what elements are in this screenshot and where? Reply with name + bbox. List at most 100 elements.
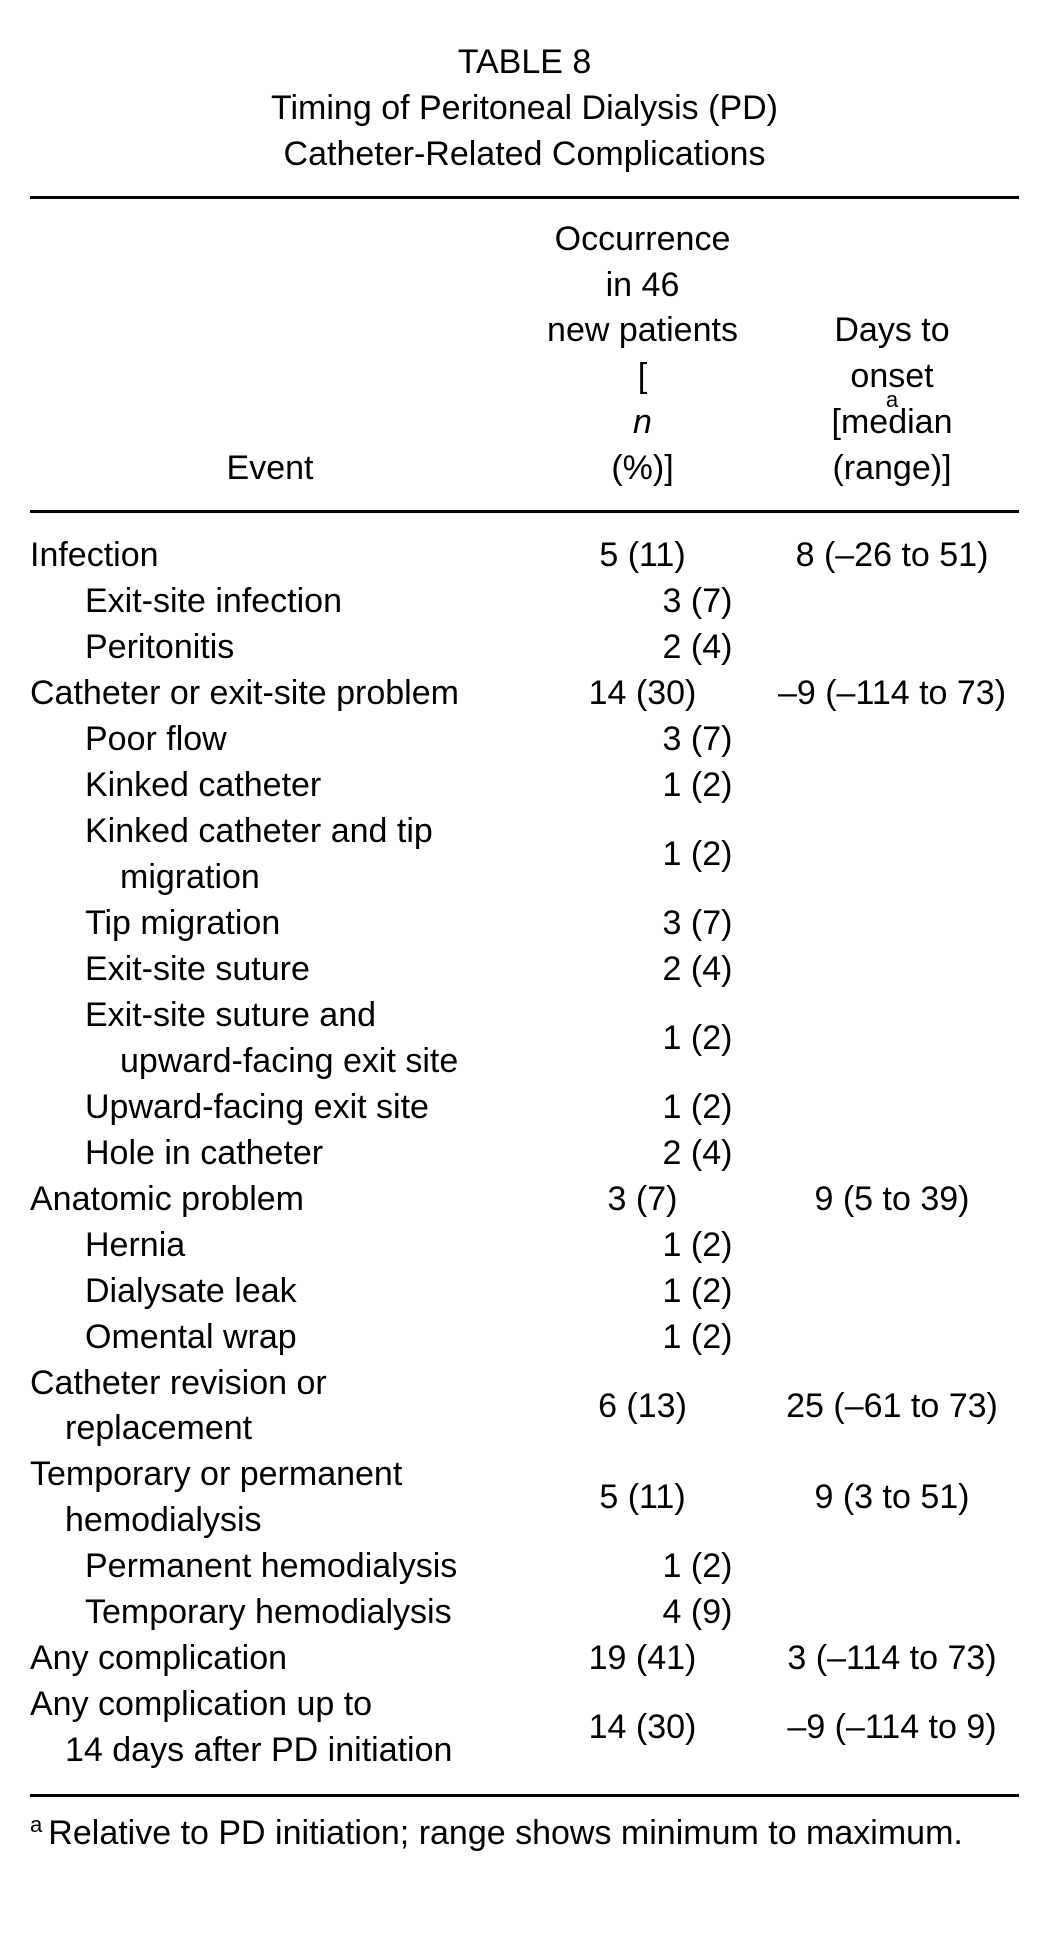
occurrence-cell: 1 (2) bbox=[575, 832, 820, 878]
table-row: Omental wrap 1 (2) bbox=[30, 1315, 1019, 1361]
event-text: Tip migration bbox=[85, 904, 280, 942]
header-event-label: Event bbox=[227, 449, 314, 487]
days-cell: 9 (3 to 51) bbox=[765, 1475, 1019, 1521]
event-cell: Hernia bbox=[30, 1223, 575, 1269]
table-row: Tip migration 3 (7) bbox=[30, 901, 1019, 947]
table-row: Any complication up to14 days after PD i… bbox=[30, 1682, 1019, 1774]
event-cell: Exit-site infection bbox=[30, 579, 575, 625]
occurrence-cell: 4 (9) bbox=[575, 1590, 820, 1636]
header-occ-l4-post: (%)] bbox=[520, 446, 765, 492]
table-header-row: Event Occurrence in 46 new patients [n (… bbox=[30, 199, 1019, 510]
table-row: Kinked catheter and tipmigration1 (2) bbox=[30, 809, 1019, 901]
event-text: Peritonitis bbox=[85, 628, 234, 666]
table-row: Exit-site suture andupward-facing exit s… bbox=[30, 993, 1019, 1085]
occurrence-cell: 1 (2) bbox=[575, 1269, 820, 1315]
occurrence-cell: 3 (7) bbox=[575, 717, 820, 763]
event-text: Kinked catheter and tipmigration bbox=[85, 809, 565, 901]
event-cell: Catheter or exit-site problem bbox=[30, 671, 520, 717]
table-row: Exit-site suture2 (4) bbox=[30, 947, 1019, 993]
event-cell: Any complication bbox=[30, 1636, 520, 1682]
event-cell: Poor flow bbox=[30, 717, 575, 763]
days-cell: –9 (–114 to 73) bbox=[765, 671, 1019, 717]
occurrence-cell: 5 (11) bbox=[520, 1475, 765, 1521]
event-text: Anatomic problem bbox=[30, 1180, 304, 1218]
table-body: Infection5 (11)8 (–26 to 51)Exit-site in… bbox=[30, 513, 1019, 1794]
event-text: Omental wrap bbox=[85, 1318, 297, 1356]
event-cell: Temporary or permanenthemodialysis bbox=[30, 1452, 520, 1544]
table-row: Any complication 19 (41)3 (–114 to 73) bbox=[30, 1636, 1019, 1682]
table-row: Temporary hemodialysis 4 (9) bbox=[30, 1590, 1019, 1636]
occurrence-cell: 1 (2) bbox=[575, 1315, 820, 1361]
occurrence-cell: 3 (7) bbox=[520, 1177, 765, 1223]
header-occurrence: Occurrence in 46 new patients [n (%)] bbox=[520, 217, 765, 492]
occurrence-cell: 1 (2) bbox=[575, 1085, 820, 1131]
table-title-block: TABLE 8 Timing of Peritoneal Dialysis (P… bbox=[30, 40, 1019, 178]
event-text: Exit-site infection bbox=[85, 582, 342, 620]
header-occ-l4-n: n bbox=[520, 400, 765, 446]
table-row: Peritonitis 2 (4) bbox=[30, 625, 1019, 671]
event-text: Any complication up to14 days after PD i… bbox=[30, 1682, 510, 1774]
event-text: Dialysate leak bbox=[85, 1272, 297, 1310]
occurrence-cell: 1 (2) bbox=[575, 763, 820, 809]
header-days-l1: Days to bbox=[765, 308, 1019, 354]
event-cell: Anatomic problem bbox=[30, 1177, 520, 1223]
event-cell: Omental wrap bbox=[30, 1315, 575, 1361]
event-cell: Exit-site suture bbox=[30, 947, 575, 993]
event-text: Temporary or permanenthemodialysis bbox=[30, 1452, 510, 1544]
occurrence-cell: 6 (13) bbox=[520, 1384, 765, 1430]
header-days-l2: onseta bbox=[765, 354, 1019, 400]
table-row: Temporary or permanenthemodialysis5 (11)… bbox=[30, 1452, 1019, 1544]
table-row: Catheter or exit-site problem14 (30)–9 (… bbox=[30, 671, 1019, 717]
event-text: Poor flow bbox=[85, 720, 227, 758]
event-cell: Hole in catheter bbox=[30, 1131, 575, 1177]
occurrence-cell: 3 (7) bbox=[575, 901, 820, 947]
event-text: Any complication bbox=[30, 1639, 287, 1677]
event-cell: Permanent hemodialysis bbox=[30, 1544, 575, 1590]
event-cell: Kinked catheter bbox=[30, 763, 575, 809]
footnote-text: Relative to PD initiation; range shows m… bbox=[48, 1814, 963, 1852]
header-days-l3: [median bbox=[765, 400, 1019, 446]
occurrence-cell: 3 (7) bbox=[575, 579, 820, 625]
days-cell: 8 (–26 to 51) bbox=[765, 533, 1019, 579]
days-cell: 3 (–114 to 73) bbox=[765, 1636, 1019, 1682]
table-row: Exit-site infection 3 (7) bbox=[30, 579, 1019, 625]
event-cell: Upward-facing exit site bbox=[30, 1085, 575, 1131]
event-text: Hernia bbox=[85, 1226, 185, 1264]
occurrence-cell: 2 (4) bbox=[575, 625, 820, 671]
occurrence-cell: 1 (2) bbox=[575, 1016, 820, 1062]
occurrence-cell: 19 (41) bbox=[520, 1636, 765, 1682]
header-days-l4: (range)] bbox=[765, 446, 1019, 492]
table-row: Hernia 1 (2) bbox=[30, 1223, 1019, 1269]
table-row: Dialysate leak 1 (2) bbox=[30, 1269, 1019, 1315]
header-occ-l2: in 46 bbox=[520, 263, 765, 309]
event-text: Infection bbox=[30, 536, 159, 574]
occurrence-cell: 5 (11) bbox=[520, 533, 765, 579]
days-cell: –9 (–114 to 9) bbox=[765, 1705, 1019, 1751]
occurrence-cell: 1 (2) bbox=[575, 1223, 820, 1269]
table-title-line-2: Catheter-Related Complications bbox=[30, 132, 1019, 178]
header-occ-l3: new patients bbox=[520, 308, 765, 354]
occurrence-cell: 2 (4) bbox=[575, 947, 820, 993]
event-text: Kinked catheter bbox=[85, 766, 321, 804]
table-row: Anatomic problem3 (7)9 (5 to 39) bbox=[30, 1177, 1019, 1223]
event-text: Hole in catheter bbox=[85, 1134, 323, 1172]
table-row: Upward-facing exit site 1 (2) bbox=[30, 1085, 1019, 1131]
table-row: Hole in catheter2 (4) bbox=[30, 1131, 1019, 1177]
event-cell: Kinked catheter and tipmigration bbox=[30, 809, 575, 901]
table-number: TABLE 8 bbox=[30, 40, 1019, 86]
header-occ-l4-pre: [ bbox=[520, 354, 765, 400]
occurrence-cell: 1 (2) bbox=[575, 1544, 820, 1590]
event-text: Temporary hemodialysis bbox=[85, 1593, 452, 1631]
event-cell: Tip migration bbox=[30, 901, 575, 947]
footnote: aRelative to PD initiation; range shows … bbox=[30, 1797, 1019, 1857]
event-text: Upward-facing exit site bbox=[85, 1088, 429, 1126]
occurrence-cell: 14 (30) bbox=[520, 1705, 765, 1751]
table-row: Poor flow 3 (7) bbox=[30, 717, 1019, 763]
footnote-sup: a bbox=[30, 1812, 42, 1837]
table-row: Infection 5 (11)8 (–26 to 51) bbox=[30, 533, 1019, 579]
event-text: Exit-site suture andupward-facing exit s… bbox=[85, 993, 565, 1085]
event-cell: Peritonitis bbox=[30, 625, 575, 671]
header-event: Event bbox=[30, 446, 520, 492]
table-row: Kinked catheter 1 (2) bbox=[30, 763, 1019, 809]
event-text: Catheter or exit-site problem bbox=[30, 674, 459, 712]
